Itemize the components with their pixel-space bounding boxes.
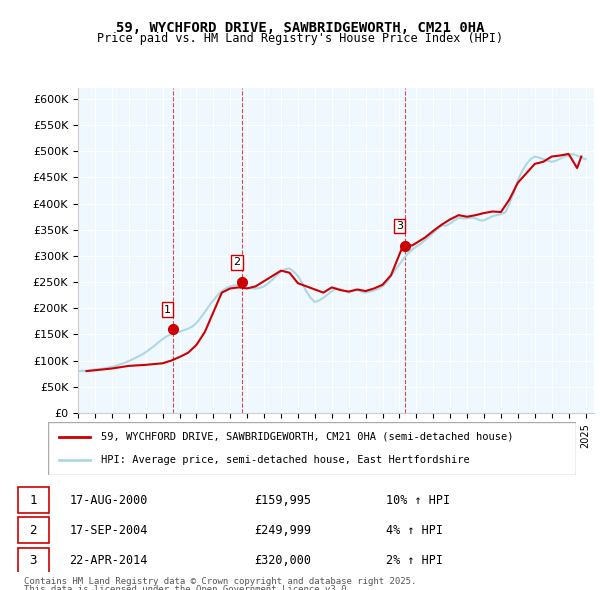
Text: 59, WYCHFORD DRIVE, SAWBRIDGEWORTH, CM21 0HA (semi-detached house): 59, WYCHFORD DRIVE, SAWBRIDGEWORTH, CM21… <box>101 432 513 442</box>
Text: 1: 1 <box>29 494 37 507</box>
Text: 2: 2 <box>233 257 241 267</box>
Text: 3: 3 <box>29 554 37 567</box>
Text: 59, WYCHFORD DRIVE, SAWBRIDGEWORTH, CM21 0HA: 59, WYCHFORD DRIVE, SAWBRIDGEWORTH, CM21… <box>116 21 484 35</box>
Text: Contains HM Land Registry data © Crown copyright and database right 2025.: Contains HM Land Registry data © Crown c… <box>24 577 416 586</box>
Text: 1: 1 <box>164 304 171 314</box>
Text: £159,995: £159,995 <box>254 494 311 507</box>
FancyBboxPatch shape <box>18 548 49 573</box>
Text: 2: 2 <box>29 524 37 537</box>
FancyBboxPatch shape <box>18 517 49 543</box>
Text: 22-APR-2014: 22-APR-2014 <box>70 554 148 567</box>
Text: 3: 3 <box>396 221 403 231</box>
Text: 10% ↑ HPI: 10% ↑ HPI <box>386 494 451 507</box>
Text: This data is licensed under the Open Government Licence v3.0.: This data is licensed under the Open Gov… <box>24 585 352 590</box>
Text: 17-AUG-2000: 17-AUG-2000 <box>70 494 148 507</box>
Text: 4% ↑ HPI: 4% ↑ HPI <box>386 524 443 537</box>
Text: £320,000: £320,000 <box>254 554 311 567</box>
Text: Price paid vs. HM Land Registry's House Price Index (HPI): Price paid vs. HM Land Registry's House … <box>97 32 503 45</box>
Text: HPI: Average price, semi-detached house, East Hertfordshire: HPI: Average price, semi-detached house,… <box>101 455 470 465</box>
Text: 2% ↑ HPI: 2% ↑ HPI <box>386 554 443 567</box>
FancyBboxPatch shape <box>48 422 576 475</box>
FancyBboxPatch shape <box>18 487 49 513</box>
Text: 17-SEP-2004: 17-SEP-2004 <box>70 524 148 537</box>
Text: £249,999: £249,999 <box>254 524 311 537</box>
